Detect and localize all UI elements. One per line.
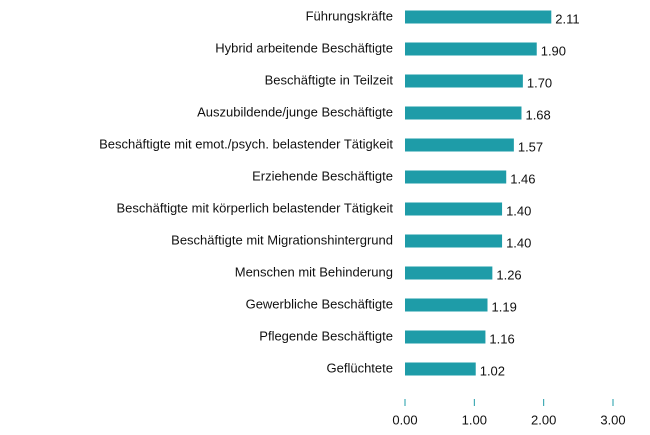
y-tick-label: Beschäftigte mit emot./psych. belastende…: [99, 136, 393, 151]
y-tick-label: Beschäftigte mit körperlich belastender …: [116, 200, 393, 215]
bar: [405, 202, 503, 216]
value-label: 1.57: [518, 139, 543, 154]
bar: [405, 170, 507, 184]
y-tick-label: Hybrid arbeitende Beschäftigte: [215, 40, 393, 55]
bar: [405, 362, 476, 376]
y-tick-label: Menschen mit Behinderung: [235, 264, 393, 279]
bar: [405, 138, 514, 152]
x-tick-label: 3.00: [600, 412, 625, 427]
value-label: 1.70: [527, 75, 552, 90]
x-tick-label: 0.00: [392, 412, 417, 427]
y-tick-label: Beschäftigte in Teilzeit: [265, 72, 394, 87]
bar: [405, 266, 493, 280]
bar: [405, 74, 523, 88]
value-label: 1.19: [492, 299, 517, 314]
y-tick-label: Auszubildende/junge Beschäftigte: [197, 104, 393, 119]
value-label: 1.40: [506, 235, 531, 250]
bar: [405, 106, 522, 120]
y-tick-label: Gewerbliche Beschäftigte: [246, 296, 393, 311]
y-tick-label: Erziehende Beschäftigte: [252, 168, 393, 183]
value-label: 1.90: [541, 43, 566, 58]
value-label: 1.46: [510, 171, 535, 186]
value-label: 1.26: [496, 267, 521, 282]
bar: [405, 298, 488, 312]
y-tick-label: Geflüchtete: [327, 360, 394, 375]
value-label: 2.11: [555, 11, 579, 26]
y-tick-label: Beschäftigte mit Migrationshintergrund: [171, 232, 393, 247]
y-tick-label: Führungskräfte: [306, 8, 393, 23]
x-tick-label: 2.00: [531, 412, 556, 427]
bar: [405, 10, 552, 24]
value-label: 1.02: [480, 363, 505, 378]
bar: [405, 330, 486, 344]
value-label: 1.40: [506, 203, 531, 218]
bar: [405, 42, 537, 56]
y-tick-label: Pflegende Beschäftigte: [259, 328, 393, 343]
bar: [405, 234, 503, 248]
x-tick-label: 1.00: [462, 412, 487, 427]
value-label: 1.68: [525, 107, 550, 122]
value-label: 1.16: [489, 331, 514, 346]
